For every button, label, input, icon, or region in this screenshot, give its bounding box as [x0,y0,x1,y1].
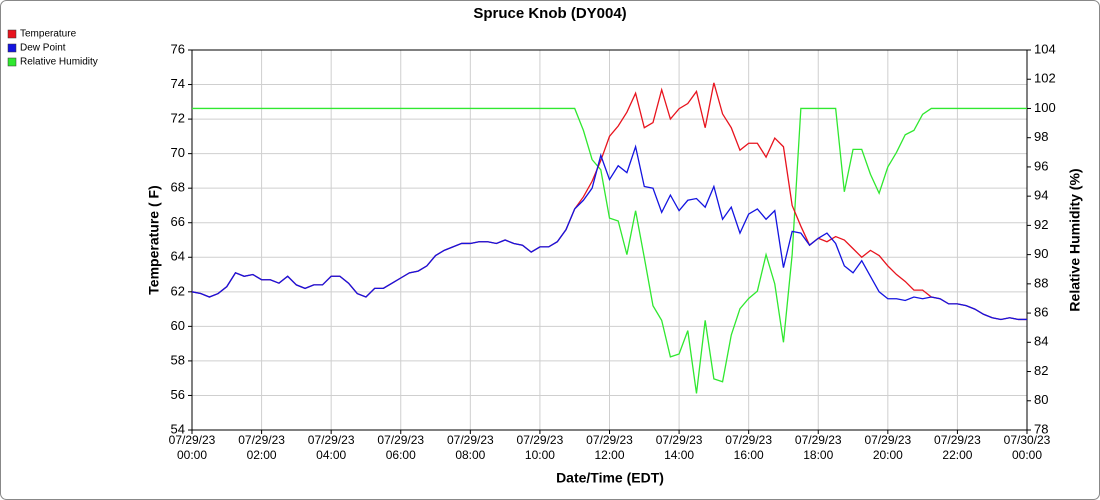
y2-tick-label: 96 [1034,158,1048,173]
x-axis-title: Date/Time (EDT) [556,470,664,486]
x-tick-label: 07/29/23 [447,433,494,447]
y-tick-label: 60 [171,318,185,333]
x-tick-label: 00:00 [1012,448,1042,462]
x-tick-label: 07/29/23 [238,433,285,447]
x-tick-label: 07/30/23 [1004,433,1051,447]
x-tick-label: 08:00 [455,448,485,462]
x-tick-label: 07/29/23 [725,433,772,447]
x-tick-label: 07/29/23 [656,433,703,447]
y2-tick-label: 100 [1034,100,1056,115]
x-tick-label: 07/29/23 [586,433,633,447]
y2-axis-title: Relative Humidity (%) [1067,168,1083,311]
y-tick-label: 58 [171,352,185,367]
plot-area [191,49,1028,431]
y2-tick-label: 94 [1034,188,1048,203]
series-line [191,144,1027,321]
x-tick-label: 07/29/23 [795,433,842,447]
x-tick-label: 07/29/23 [377,433,424,447]
y2-tick-label: 102 [1034,71,1056,86]
x-tick-label: 20:00 [873,448,903,462]
y2-tick-label: 92 [1034,217,1048,232]
y2-tick-label: 90 [1034,246,1048,261]
x-tick-label: 00:00 [177,448,207,462]
y2-tick-label: 98 [1034,129,1048,144]
y2-tick-label: 82 [1034,363,1048,378]
y-tick-label: 66 [171,214,185,229]
y-tick-label: 74 [171,76,185,91]
x-tick-label: 22:00 [942,448,972,462]
y-axis-title: Temperature ( F) [146,185,162,294]
y-tick-label: 62 [171,283,185,298]
y-tick-label: 54 [171,421,185,436]
chart-title: Spruce Knob (DY004) [473,5,626,22]
legend-label: Temperature [20,29,77,40]
y2-tick-label: 88 [1034,275,1048,290]
x-tick-label: 18:00 [803,448,833,462]
x-tick-label: 10:00 [525,448,555,462]
series-line [192,107,1027,394]
x-tick-label: 07/29/23 [308,433,355,447]
x-tick-label: 04:00 [316,448,346,462]
y2-tick-label: 78 [1034,421,1048,436]
x-tick-label: 06:00 [386,448,416,462]
x-tick-label: 14:00 [664,448,694,462]
x-tick-label: 02:00 [247,448,277,462]
x-tick-label: 07/29/23 [517,433,564,447]
x-tick-label: 12:00 [594,448,624,462]
legend-swatch [7,57,17,67]
legend-swatch [7,29,17,39]
legend-label: Dew Point [20,43,66,54]
y-tick-label: 56 [171,387,185,402]
y-tick-label: 72 [171,111,185,126]
x-tick-label: 07/29/23 [169,433,216,447]
y-tick-label: 76 [171,41,185,56]
y2-tick-label: 80 [1034,392,1048,407]
y2-tick-label: 84 [1034,334,1048,349]
y-tick-label: 64 [171,249,185,264]
x-tick-label: 07/29/23 [864,433,911,447]
y-tick-label: 70 [171,145,185,160]
y2-tick-label: 104 [1034,41,1056,56]
legend-swatch [7,43,17,53]
y2-tick-label: 86 [1034,305,1048,320]
y-tick-label: 68 [171,180,185,195]
legend-label: Relative Humidity [20,57,98,68]
x-tick-label: 16:00 [734,448,764,462]
x-tick-label: 07/29/23 [934,433,981,447]
